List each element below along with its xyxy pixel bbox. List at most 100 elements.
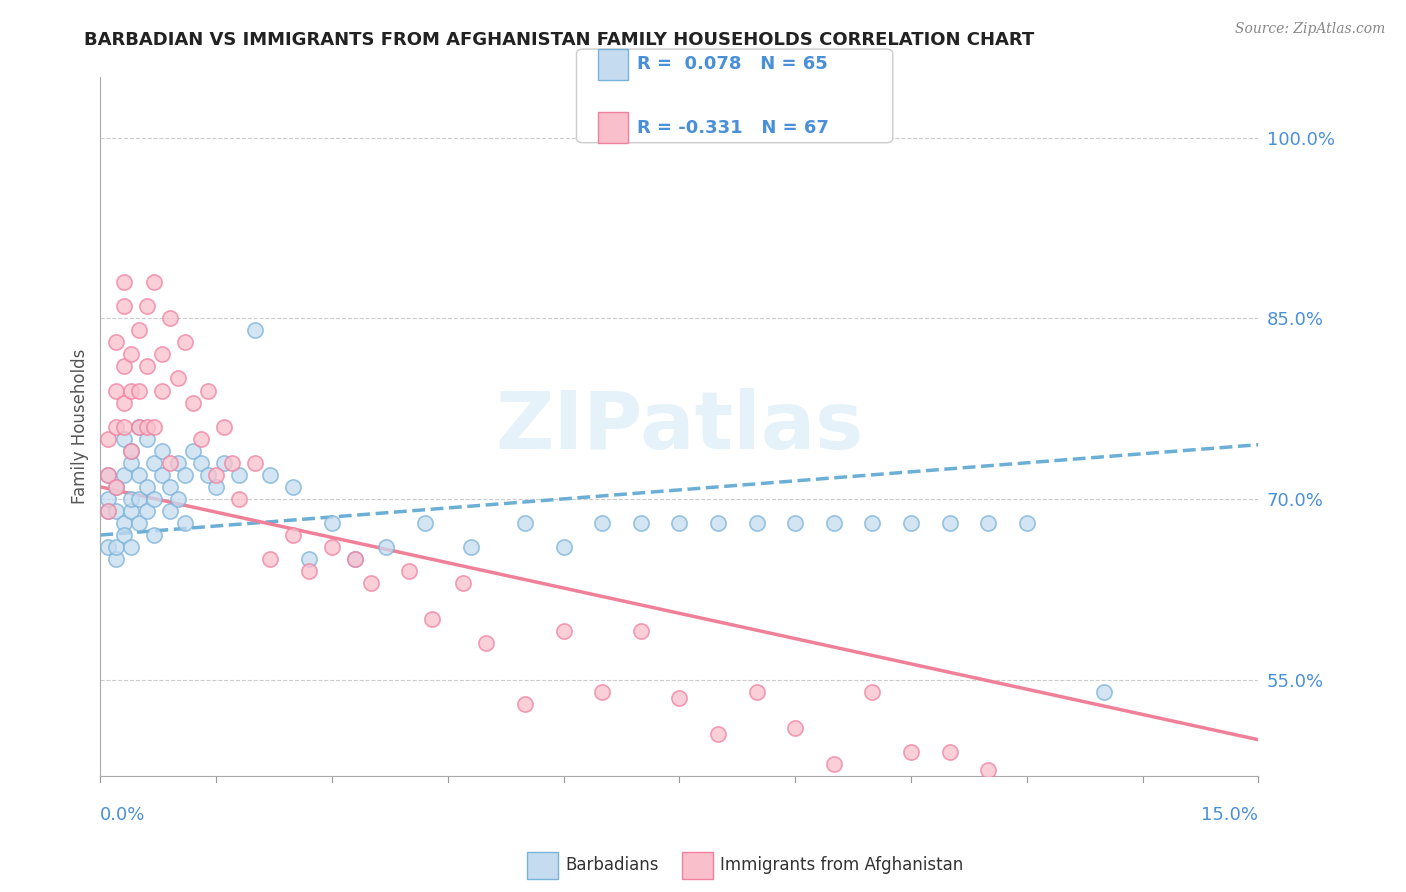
Point (120, 456, 142, 470)
Point (97, 504, 120, 518)
Point (190, 456, 212, 470)
Text: ZIPatlas: ZIPatlas (495, 388, 863, 466)
Point (174, 335, 197, 350)
Point (785, 516, 807, 530)
Point (112, 516, 135, 530)
Point (112, 432, 135, 446)
Point (150, 443, 173, 458)
Point (159, 456, 181, 470)
Text: R =  0.078   N = 65: R = 0.078 N = 65 (637, 55, 828, 73)
Point (104, 384, 127, 398)
Point (143, 456, 166, 470)
Point (97, 504, 120, 518)
Point (205, 480, 228, 494)
Point (159, 480, 181, 494)
Point (475, 636, 498, 650)
Point (860, 684, 883, 698)
Point (135, 432, 157, 446)
Point (97, 467, 120, 482)
Point (228, 491, 250, 506)
Point (221, 456, 243, 470)
Point (360, 576, 382, 591)
Point (128, 419, 150, 434)
Point (298, 552, 321, 566)
Point (120, 384, 142, 398)
Point (259, 552, 281, 566)
Point (166, 491, 188, 506)
Point (128, 467, 150, 482)
Point (977, 763, 1000, 777)
Point (190, 432, 212, 446)
Point (938, 745, 960, 759)
Point (591, 684, 613, 698)
Point (143, 275, 166, 289)
Point (120, 443, 142, 458)
Text: BARBADIAN VS IMMIGRANTS FROM AFGHANISTAN FAMILY HOUSEHOLDS CORRELATION CHART: BARBADIAN VS IMMIGRANTS FROM AFGHANISTAN… (84, 31, 1035, 49)
Point (135, 504, 157, 518)
Point (283, 480, 305, 494)
Point (135, 419, 157, 434)
Point (451, 576, 474, 591)
Point (112, 395, 135, 409)
Point (259, 467, 281, 482)
Point (243, 323, 266, 337)
Text: 15.0%: 15.0% (1201, 806, 1258, 824)
Point (212, 419, 235, 434)
Point (104, 504, 127, 518)
Text: Barbadians: Barbadians (565, 856, 659, 874)
Point (591, 516, 613, 530)
Point (707, 727, 730, 741)
Point (938, 516, 960, 530)
Point (344, 552, 367, 566)
Point (823, 756, 845, 771)
Point (1054, 805, 1077, 819)
Point (197, 384, 219, 398)
Point (553, 540, 575, 554)
Point (150, 384, 173, 398)
Point (283, 528, 305, 542)
Point (104, 335, 127, 350)
Point (630, 624, 652, 639)
Point (668, 690, 690, 705)
Point (212, 456, 235, 470)
Point (344, 552, 367, 566)
Point (243, 456, 266, 470)
Point (135, 359, 157, 374)
Point (143, 528, 166, 542)
Point (112, 275, 135, 289)
Point (120, 540, 142, 554)
Point (823, 516, 845, 530)
Point (745, 516, 768, 530)
Point (104, 480, 127, 494)
Point (398, 564, 420, 578)
Point (128, 323, 150, 337)
Point (513, 516, 536, 530)
Point (977, 516, 1000, 530)
Point (707, 516, 730, 530)
Point (112, 467, 135, 482)
Text: Immigrants from Afghanistan: Immigrants from Afghanistan (720, 856, 963, 874)
Point (460, 540, 482, 554)
Text: R = -0.331   N = 67: R = -0.331 N = 67 (637, 119, 828, 136)
Point (1132, 853, 1154, 867)
Point (174, 516, 197, 530)
Point (860, 516, 883, 530)
Point (298, 564, 321, 578)
Point (513, 697, 536, 711)
Point (120, 504, 142, 518)
Point (321, 540, 343, 554)
Point (785, 721, 807, 735)
Point (166, 456, 188, 470)
Point (900, 516, 922, 530)
Point (104, 419, 127, 434)
Point (104, 540, 127, 554)
Point (159, 311, 181, 326)
Point (143, 419, 166, 434)
Point (181, 395, 204, 409)
Point (128, 491, 150, 506)
Point (120, 491, 142, 506)
Point (1015, 516, 1038, 530)
Point (150, 467, 173, 482)
Point (1015, 793, 1038, 807)
Y-axis label: Family Households: Family Households (72, 349, 89, 504)
